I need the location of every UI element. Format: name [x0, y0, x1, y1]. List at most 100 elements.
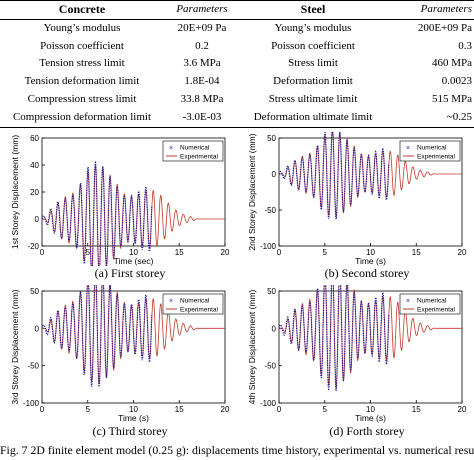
concrete-parameter-value: 1.8E-04: [184, 75, 220, 88]
table-row: Compression stress limit 33.8 MPa Stress u…: [0, 91, 474, 109]
steel-parameter-value: 0.0023: [441, 75, 472, 88]
caption-first-storey: (a) First storey: [94, 266, 166, 280]
numerical-series-line: [41, 268, 153, 387]
steel-parameter-value: 515 MPa: [431, 92, 472, 105]
chart-forth-storey: 0 5 10 15 20 -100 -50 0 50 Time (s) 4th Storey Dis…: [247, 264, 467, 423]
panel-forth-storey: 0 5 10 15 20 -100 -50 0 50 Time (s) 4th Storey Dis…: [237, 264, 474, 442]
steel-parameter-value: 200E+09 Pa: [417, 21, 472, 34]
y-tick-label: 60: [30, 134, 39, 143]
y-axis-label: 1st Storey Displacement (mm): [10, 135, 20, 249]
x-axis-label: Time (s): [355, 413, 386, 423]
concrete-parameter-value: -3.0E-03: [182, 110, 222, 123]
header-steel: Steel: [300, 2, 326, 16]
x-tick-label: 10: [129, 405, 138, 414]
y-tick-label: 40: [30, 161, 39, 170]
chart-third-storey: 0 5 10 15 20 -100 -50 0 50 Time (s) 3rd Storey Dis…: [10, 268, 230, 423]
panel-first-storey: 0 5 10 15 20 -20 0 20 40 60 Time (sec) 1st Storey D…: [0, 132, 237, 282]
experimental-series-line: [42, 271, 225, 385]
concrete-parameter-value: 20E+09 Pa: [177, 21, 227, 34]
legend-experimental-label: Experimental: [417, 307, 455, 314]
legend-numerical-marker: ×: [169, 298, 173, 305]
steel-parameter-name: Deformation limit: [273, 75, 353, 88]
x-tick-label: 10: [129, 248, 138, 257]
y-tick-label: 0: [35, 324, 40, 333]
figure-caption: Fig. 7 2D finite element model (0.25 g):…: [0, 443, 474, 457]
table-row: Young’s modulus 20E+09 Pa Young’s modulus 2…: [0, 19, 474, 37]
header-parameters-left: Parameters: [176, 3, 228, 15]
y-tick-label: 50: [267, 134, 276, 143]
legend-numerical-label: Numerical: [417, 298, 447, 305]
legend-numerical-marker: ×: [169, 145, 173, 152]
x-axis-label: Time (s): [355, 256, 386, 266]
x-tick-label: 20: [221, 405, 230, 414]
x-tick-label: 15: [175, 405, 184, 414]
y-tick-label: -100: [23, 399, 40, 408]
panel-third-storey: 0 5 10 15 20 -100 -50 0 50 Time (s) 3rd Storey Dis…: [0, 268, 237, 442]
y-tick-label: -100: [260, 399, 277, 408]
steel-parameter-name: Stress limit: [288, 57, 338, 70]
x-tick-label: 10: [366, 405, 375, 414]
x-tick-label: 0: [277, 405, 282, 414]
legend-experimental-label: Experimental: [417, 154, 455, 161]
concrete-parameter-value: 33.8 MPa: [180, 92, 224, 105]
x-tick-label: 5: [86, 248, 91, 257]
table-row: Poisson coefficient 0.2 Poisson coefficien…: [0, 38, 474, 56]
concrete-parameter-name: Tension stress limit: [39, 57, 125, 70]
x-tick-label: 10: [366, 248, 375, 257]
caption-second-storey: (b) Second storey: [324, 266, 410, 280]
concrete-parameter-name: Compression stress limit: [27, 92, 137, 105]
y-tick-label: -50: [264, 206, 276, 215]
legend-box: [399, 293, 461, 315]
legend-box: [162, 293, 224, 315]
legend-box: [162, 140, 224, 162]
x-tick-label: 5: [323, 248, 328, 257]
concrete-parameter-name: Tension deformation limit: [24, 75, 140, 88]
numerical-series-line: [278, 127, 390, 220]
x-tick-label: 0: [40, 248, 45, 257]
numerical-series-line: [278, 264, 390, 391]
table-row: Tension deformation limit 1.8E-04 Deformat…: [0, 73, 474, 91]
caption-third-storey: (c) Third storey: [92, 424, 168, 438]
steel-parameter-name: Young’s modulus: [274, 21, 352, 34]
x-tick-label: 15: [175, 248, 184, 257]
parameters-table: Concrete Parameters Steel Parameters You…: [0, 0, 474, 128]
y-tick-label: -50: [27, 362, 39, 371]
y-tick-label: 0: [272, 170, 277, 179]
x-tick-label: 0: [277, 248, 282, 257]
legend-box: [399, 140, 461, 162]
y-axis-label: 3rd Storey Displacement (mm): [10, 289, 20, 404]
concrete-parameter-value: 3.6 MPa: [183, 57, 221, 70]
y-tick-label: 50: [30, 287, 39, 296]
experimental-series-line: [279, 130, 462, 218]
y-axis-label: 2nd Storey Displacement (mm): [247, 133, 257, 250]
table-row: Compression deformation limit -3.0E-03 Def…: [0, 109, 474, 128]
legend-numerical-marker: ×: [406, 298, 410, 305]
steel-parameter-value: 460 MPa: [431, 57, 472, 70]
steel-parameter-name: Poisson coefficient: [271, 39, 355, 52]
x-tick-label: 20: [458, 405, 467, 414]
y-axis-label: 4th Storey Displacement (mm): [247, 289, 257, 404]
x-tick-label: 20: [221, 248, 230, 257]
x-tick-label: 0: [40, 405, 45, 414]
x-axis-label: Time (sec): [114, 256, 154, 266]
header-parameters-right: Parameters: [420, 3, 472, 15]
concrete-parameter-name: Young’s modulus: [43, 21, 121, 34]
x-tick-label: 15: [412, 405, 421, 414]
steel-parameter-value: 0.3: [458, 39, 472, 52]
steel-parameter-name: Stress ultimate limit: [268, 92, 358, 105]
concrete-parameter-name: Poisson coefficient: [40, 39, 124, 52]
x-tick-label: 15: [412, 248, 421, 257]
legend-numerical-label: Numerical: [417, 145, 447, 152]
y-tick-label: 20: [30, 188, 39, 197]
chart-second-storey: 0 5 10 15 20 -100 -50 0 50 Time (s) 2nd Storey Dis…: [247, 127, 467, 266]
x-tick-label: 5: [323, 405, 328, 414]
table-row: Tension stress limit 3.6 MPa Stress limit 4…: [0, 55, 474, 73]
header-concrete: Concrete: [58, 2, 106, 16]
y-tick-label: 0: [272, 324, 277, 333]
legend-numerical-label: Numerical: [180, 298, 210, 305]
x-axis-label: Time (s): [118, 413, 149, 423]
y-tick-label: -100: [260, 242, 277, 251]
y-tick-label: -20: [27, 242, 39, 251]
steel-parameter-name: Deformation ultimate limit: [253, 110, 373, 123]
